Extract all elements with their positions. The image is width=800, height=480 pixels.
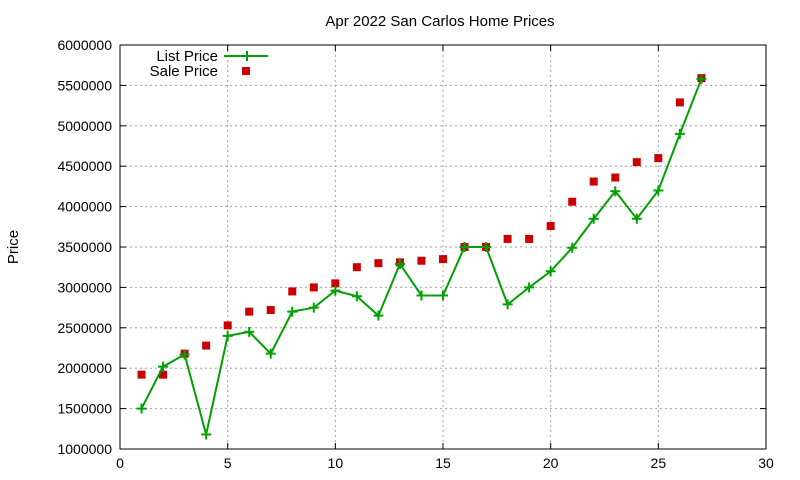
list-price-point — [588, 213, 599, 224]
sale-price-point — [611, 173, 620, 182]
y-tick-label: 3000000 — [57, 279, 112, 295]
list-price-point — [653, 185, 664, 196]
list-price-point — [222, 330, 233, 341]
x-tick-label: 25 — [651, 455, 667, 471]
list-price-point — [201, 429, 212, 440]
y-axis-label: Price — [5, 230, 22, 264]
list-price-point — [610, 186, 621, 197]
sale-price-point — [589, 177, 598, 186]
legend-marker-sale-price — [242, 67, 250, 75]
x-tick-label: 10 — [328, 455, 344, 471]
sale-price-point — [309, 283, 318, 292]
y-tick-label: 5000000 — [57, 118, 112, 134]
sale-price-point — [675, 98, 684, 107]
list-price-line — [140, 78, 703, 435]
y-tick-label: 4500000 — [57, 158, 112, 174]
list-price-point — [158, 361, 169, 372]
y-tick-label: 1000000 — [57, 441, 112, 457]
x-tick-label: 15 — [435, 455, 451, 471]
list-price-point — [524, 282, 535, 293]
list-price-point — [459, 242, 470, 252]
sale-price-point — [525, 234, 534, 243]
list-price-point — [308, 302, 319, 313]
y-tick-label: 5500000 — [57, 77, 112, 93]
list-price-point — [481, 242, 492, 252]
y-tick-label: 4000000 — [57, 199, 112, 215]
sale-price-point — [223, 321, 232, 330]
sale-price-point — [137, 370, 146, 379]
x-tick-label: 20 — [543, 455, 559, 471]
sale-price-point — [331, 279, 340, 288]
list-price-point — [502, 299, 513, 310]
legend-label-sale-price: Sale Price — [150, 63, 218, 80]
sale-price-point — [266, 306, 275, 315]
x-tick-label: 30 — [758, 455, 774, 471]
y-tick-label: 3500000 — [57, 239, 112, 255]
sale-price-point — [374, 259, 383, 268]
list-price-point — [265, 348, 276, 359]
sale-price-point — [654, 154, 663, 163]
x-tick-label: 5 — [224, 455, 232, 471]
sale-price-point — [632, 158, 641, 167]
list-price-point — [394, 258, 405, 269]
sale-price-point — [568, 197, 577, 206]
legend: List Price Sale Price — [150, 48, 268, 80]
sale-price-point — [503, 234, 512, 243]
sale-price-point — [245, 307, 254, 316]
list-price-point — [674, 128, 685, 139]
sale-price-point — [202, 341, 211, 350]
list-price-point — [287, 306, 298, 317]
y-tick-label: 2500000 — [57, 320, 112, 336]
axes: 0 5 10 15 20 25 30 1000000 1500000 2000000 2500000… — [57, 37, 774, 471]
list-price-point — [696, 73, 707, 84]
sale-price-point — [159, 370, 168, 379]
list-price-point — [567, 242, 578, 253]
legend-marker-list-price — [242, 51, 252, 61]
list-price-point — [179, 349, 190, 360]
list-price-point — [244, 326, 255, 337]
list-price-point — [545, 266, 556, 277]
x-tick-label: 0 — [116, 455, 124, 471]
list-price-point — [373, 310, 384, 321]
sale-price-point — [352, 263, 361, 272]
list-price-point — [631, 213, 642, 224]
list-price-point — [416, 290, 427, 301]
sale-price-point — [439, 255, 447, 264]
series-group — [136, 73, 707, 440]
y-tick-label: 2000000 — [57, 360, 112, 376]
list-price-point — [330, 285, 341, 296]
list-price-point — [136, 403, 147, 414]
chart-title: Apr 2022 San Carlos Home Prices — [325, 13, 554, 30]
legend-label-list-price: List Price — [156, 48, 218, 65]
sale-price-point — [546, 221, 555, 230]
list-price-point — [351, 291, 362, 302]
grid — [120, 45, 766, 449]
list-price-point — [438, 290, 448, 301]
sale-price-point — [417, 256, 426, 265]
y-tick-label: 6000000 — [57, 37, 112, 53]
y-tick-label: 1500000 — [57, 401, 112, 417]
sale-price-point — [288, 287, 297, 296]
